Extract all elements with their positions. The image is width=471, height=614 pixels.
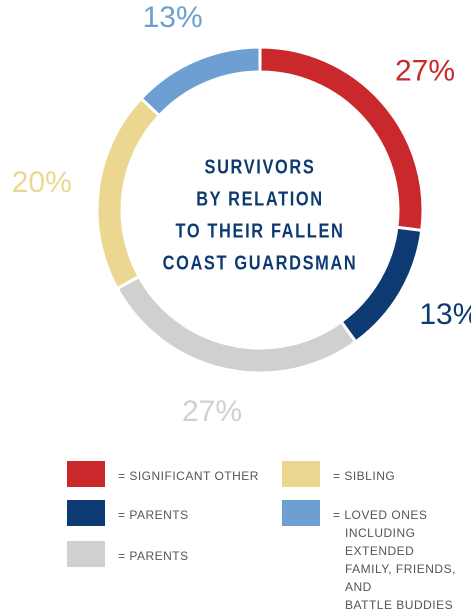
value-label: 27%: [182, 395, 242, 428]
legend-label: = PARENTS: [118, 508, 189, 522]
legend-swatch: [282, 461, 320, 487]
donut-segment: [139, 45, 262, 118]
value-label: 13%: [419, 298, 471, 331]
chart: 27% 13% 27% 20% 13% SURVIVORS BY RELATION TO TH…: [12, 1, 471, 428]
legend-label: = LOVED ONES INCLUDING EXTENDED FAMILY, …: [333, 508, 456, 612]
legend-swatch: [67, 461, 105, 487]
chart-title: COAST GUARDSMAN: [163, 251, 358, 274]
donut-segment: [115, 274, 358, 375]
value-label: 13%: [143, 1, 203, 34]
page: 27% 13% 27% 20% 13% SURVIVORS BY RELATION TO TH…: [11, 1, 471, 612]
value-label: 27%: [395, 54, 455, 87]
donut-segment: [95, 96, 162, 291]
chart-title: SURVIVORS: [205, 155, 316, 178]
legend-swatch: [67, 541, 105, 567]
legend-item: = SIGNIFICANT OTHER: [67, 461, 259, 487]
legend-label: = SIBLING: [333, 469, 396, 483]
legend-item: = PARENTS: [67, 500, 189, 526]
legend-label: = PARENTS: [118, 549, 189, 563]
legend-swatch: [67, 500, 105, 526]
legend-item: = SIBLING: [282, 461, 396, 487]
donut-segment: [339, 225, 424, 344]
legend-item: = LOVED ONES INCLUDING EXTENDED FAMILY, …: [282, 500, 471, 614]
legend-item: = PARENTS: [67, 541, 189, 567]
legend-swatch: [282, 500, 320, 526]
chart-title: BY RELATION: [196, 187, 324, 210]
chart-title: TO THEIR FALLEN: [176, 219, 345, 242]
legend-label: = SIGNIFICANT OTHER: [118, 469, 259, 483]
value-label: 20%: [12, 166, 72, 199]
